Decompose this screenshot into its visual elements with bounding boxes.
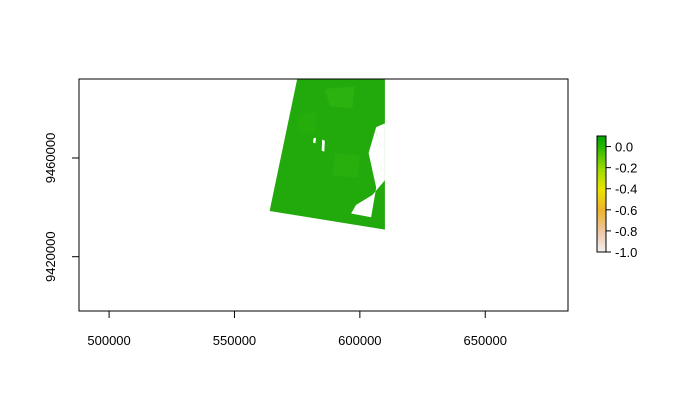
y-tick-label: 9460000 — [43, 133, 58, 184]
legend-color-segment — [597, 152, 606, 156]
legend-color-segment — [597, 222, 606, 226]
legend-color-segment — [597, 207, 606, 211]
legend-color-segment — [597, 169, 606, 173]
legend-color-segment — [597, 249, 606, 253]
legend-color-segment — [597, 226, 606, 230]
color-legend: 0.0 -0.2 -0.4 -0.6 -0.8 -1.0 — [596, 135, 637, 260]
x-tick-label: 500000 — [87, 333, 130, 348]
legend-color-segment — [597, 241, 606, 245]
legend-color-segment — [597, 245, 606, 249]
legend-frame — [596, 135, 607, 253]
legend-color-segment — [597, 142, 606, 146]
legend-color-segment — [597, 214, 606, 217]
legend-color-segment — [597, 218, 606, 221]
raster-texture — [324, 86, 355, 109]
legend-color-segment — [597, 201, 606, 205]
legend-color-segment — [597, 157, 606, 160]
y-tick-label: 9420000 — [43, 231, 58, 282]
legend-color-segment — [597, 203, 606, 207]
legend-color-segment — [597, 176, 606, 179]
legend-color-segment — [597, 171, 606, 175]
x-tick-label: 550000 — [213, 333, 256, 348]
legend-tick-label: 0.0 — [615, 140, 633, 155]
no-data-patch — [321, 139, 325, 152]
legend-color-segment — [597, 197, 606, 200]
legend-color-segment — [597, 182, 606, 186]
legend-color-segment — [597, 190, 606, 194]
legend-color-segment — [597, 192, 606, 196]
raster-texture — [332, 153, 360, 178]
legend-color-segment — [597, 224, 606, 228]
legend-color-segment — [597, 247, 606, 251]
legend-color-segment — [597, 144, 606, 148]
legend-color-segment — [597, 228, 606, 232]
legend-color-segment — [597, 146, 606, 150]
y-axis: 9420000 9460000 — [43, 133, 80, 282]
legend-tick-label: -0.8 — [615, 224, 637, 239]
raster-texture — [297, 112, 318, 134]
x-tick-label: 600000 — [338, 333, 381, 348]
legend-color-segment — [597, 239, 606, 243]
legend-color-segment — [597, 220, 606, 224]
legend-tick-label: -0.2 — [615, 161, 637, 176]
legend-color-segment — [597, 209, 606, 213]
legend-color-segment — [597, 235, 606, 238]
legend-color-segment — [597, 138, 606, 141]
legend-color-segment — [597, 188, 606, 192]
legend-color-segment — [597, 154, 606, 158]
no-data-patch — [351, 123, 385, 218]
x-axis: 500000 550000 600000 650000 — [87, 310, 507, 348]
legend-tick-label: -0.4 — [615, 182, 637, 197]
x-tick-label: 650000 — [464, 333, 507, 348]
legend-color-segment — [597, 243, 606, 247]
legend-color-segment — [597, 167, 606, 171]
legend-color-segment — [597, 148, 606, 152]
legend-color-segment — [597, 184, 606, 188]
legend-color-segment — [597, 199, 606, 202]
raster-layer — [269, 79, 385, 230]
legend-color-segment — [597, 230, 606, 234]
legend-tick-label: -1.0 — [615, 245, 637, 260]
legend-color-segment — [597, 186, 606, 190]
legend-color-segment — [597, 237, 606, 240]
no-data-patch — [313, 137, 316, 144]
raster-footprint — [269, 79, 385, 230]
legend-color-segment — [597, 159, 606, 162]
legend-color-segment — [597, 150, 606, 154]
legend-color-segment — [597, 140, 606, 143]
legend-color-segment — [597, 136, 606, 139]
legend-color-segment — [597, 178, 606, 181]
legend-color-segment — [597, 165, 606, 169]
legend-tick-label: -0.6 — [615, 203, 637, 218]
legend-color-segment — [597, 205, 606, 209]
legend-color-segment — [597, 195, 606, 198]
legend-color-segment — [597, 161, 606, 165]
legend-color-segment — [597, 163, 606, 167]
legend-color-segment — [597, 173, 606, 177]
legend-color-segment — [597, 233, 606, 236]
legend-color-segment — [597, 180, 606, 183]
legend-color-segment — [597, 216, 606, 219]
legend-color-segment — [597, 211, 606, 215]
